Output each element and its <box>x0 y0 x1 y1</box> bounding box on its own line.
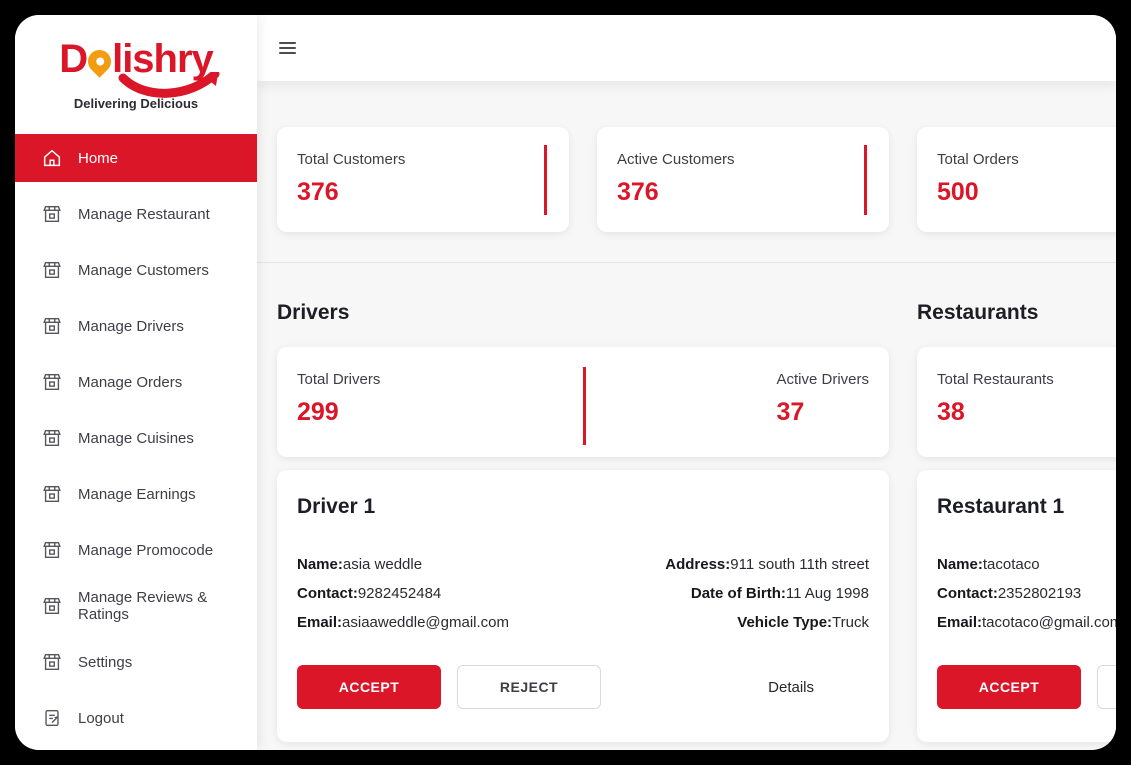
main-area: Total Customers 376 Active Customers 376… <box>257 15 1116 750</box>
drivers-section: Drivers Total Drivers 299 Active Drivers… <box>277 299 889 742</box>
restaurants-heading: Restaurants <box>917 301 1039 324</box>
driver-vehicle-row: Vehicle Type:Truck <box>737 614 869 631</box>
total-restaurants-label: Total Restaurants <box>937 371 1054 388</box>
driver-card-title: Driver 1 <box>297 495 376 518</box>
storefront-icon <box>41 203 63 225</box>
drivers-stats-card: Total Drivers 299 Active Drivers 37 <box>277 347 889 457</box>
restaurant-card-title: Restaurant 1 <box>937 495 1065 518</box>
active-drivers-value: 37 <box>776 398 805 426</box>
driver-reject-button[interactable]: REJECT <box>457 665 601 709</box>
driver-contact-row: Contact:9282452484 <box>297 585 442 602</box>
sidebar-item-label: Manage Drivers <box>78 317 184 335</box>
driver-fields-right: Address:911 south 11th street Date of Bi… <box>665 550 869 637</box>
sidebar-item-label: Logout <box>78 709 124 727</box>
restaurants-stats-card: Total Restaurants 38 <box>917 347 1116 457</box>
total-restaurants-value: 38 <box>937 398 965 426</box>
hamburger-menu-icon[interactable] <box>277 35 298 61</box>
sections-columns: Drivers Total Drivers 299 Active Drivers… <box>277 299 1116 742</box>
logout-icon <box>41 707 63 729</box>
sidebar-item-label: Manage Orders <box>78 373 183 391</box>
sidebar-item-home[interactable]: Home <box>15 134 257 182</box>
top-appbar <box>257 15 1116 81</box>
active-drivers-label: Active Drivers <box>776 371 869 388</box>
total-customers-card: Total Customers 376 <box>277 127 569 232</box>
storefront-icon <box>41 259 63 281</box>
sidebar-item-manage-earnings[interactable]: Manage Earnings <box>15 470 257 518</box>
storefront-icon <box>41 315 63 337</box>
restaurant-card: Restaurant 1 Name:tacotaco Contact:23528… <box>917 470 1116 742</box>
sidebar-item-settings[interactable]: Settings <box>15 638 257 686</box>
total-drivers-value: 299 <box>297 398 339 426</box>
brand-name-start: D <box>59 37 88 81</box>
stat-value: 376 <box>617 178 659 206</box>
driver-accept-button[interactable]: ACCEPT <box>297 665 441 709</box>
sidebar-item-label: Manage Cuisines <box>78 429 194 447</box>
accent-bar <box>864 145 867 215</box>
sidebar-item-label: Manage Customers <box>78 261 209 279</box>
sidebar-item-label: Settings <box>78 653 133 671</box>
sidebar-item-logout[interactable]: Logout <box>15 694 257 742</box>
restaurant-accept-button[interactable]: ACCEPT <box>937 665 1081 709</box>
section-divider <box>257 262 1116 263</box>
brand-tagline: Delivering Delicious <box>73 96 199 111</box>
home-icon <box>41 147 63 169</box>
location-pin-icon <box>83 45 116 78</box>
driver-address-row: Address:911 south 11th street <box>665 556 869 573</box>
sidebar-item-manage-drivers[interactable]: Manage Drivers <box>15 302 257 350</box>
storefront-icon <box>41 539 63 561</box>
stat-label: Active Customers <box>617 151 735 168</box>
storefront-icon <box>41 483 63 505</box>
sidebar-item-label: Manage Restaurant <box>78 205 210 223</box>
driver-name-row: Name:asia weddle <box>297 556 423 573</box>
active-customers-card: Active Customers 376 <box>597 127 889 232</box>
restaurant-contact-row: Contact:2352802193 <box>937 585 1082 602</box>
sidebar-item-manage-cuisines[interactable]: Manage Cuisines <box>15 414 257 462</box>
storefront-icon <box>41 595 63 617</box>
restaurant-email-row: Email:tacotaco@gmail.com <box>937 614 1116 631</box>
summary-cards-row: Total Customers 376 Active Customers 376… <box>277 127 1116 232</box>
driver-card: Driver 1 Name:asia weddle Contact:928245… <box>277 470 889 742</box>
accent-bar <box>583 367 586 445</box>
sidebar-item-label: Manage Promocode <box>78 541 214 559</box>
stat-label: Total Customers <box>297 151 406 168</box>
storefront-icon <box>41 427 63 449</box>
restaurants-section: Restaurants Total Restaurants 38 Restaur… <box>917 299 1116 742</box>
sidebar-item-manage-promocode[interactable]: Manage Promocode <box>15 526 257 574</box>
stat-value: 500 <box>937 178 979 206</box>
sidebar-item-label: Manage Earnings <box>78 485 196 503</box>
sidebar-nav: Home Manage Restaurant Manage Customers … <box>15 134 257 750</box>
sidebar-item-manage-restaurant[interactable]: Manage Restaurant <box>15 190 257 238</box>
driver-dob-row: Date of Birth:11 Aug 1998 <box>690 585 869 602</box>
stat-value: 376 <box>297 178 339 206</box>
driver-details-link[interactable]: Details <box>768 678 814 696</box>
smile-icon <box>118 72 220 98</box>
storefront-icon <box>41 371 63 393</box>
sidebar-item-manage-reviews-ratings[interactable]: Manage Reviews & Ratings <box>15 582 257 630</box>
storefront-icon <box>41 651 63 673</box>
restaurant-reject-button[interactable]: REJECT <box>1097 665 1116 709</box>
brand-name-end: lishry <box>112 37 214 81</box>
total-orders-card: Total Orders 500 <box>917 127 1116 232</box>
sidebar-item-manage-customers[interactable]: Manage Customers <box>15 246 257 294</box>
dashboard-content: Total Customers 376 Active Customers 376… <box>257 81 1116 750</box>
stat-label: Total Orders <box>937 151 1019 168</box>
restaurant-fields-left: Name:tacotaco Contact:2352802193 Email:t… <box>937 550 1116 637</box>
driver-email-row: Email:asiaaweddle@gmail.com <box>297 614 509 631</box>
sidebar-item-label: Home <box>78 149 119 167</box>
total-drivers-label: Total Drivers <box>297 371 381 388</box>
accent-bar <box>544 145 547 215</box>
driver-fields-left: Name:asia weddle Contact:9282452484 Emai… <box>297 550 509 637</box>
sidebar-item-manage-orders[interactable]: Manage Orders <box>15 358 257 406</box>
restaurant-name-row: Name:tacotaco <box>937 556 1040 573</box>
drivers-heading: Drivers <box>277 301 350 324</box>
sidebar-item-label: Manage Reviews & Ratings <box>78 589 208 623</box>
